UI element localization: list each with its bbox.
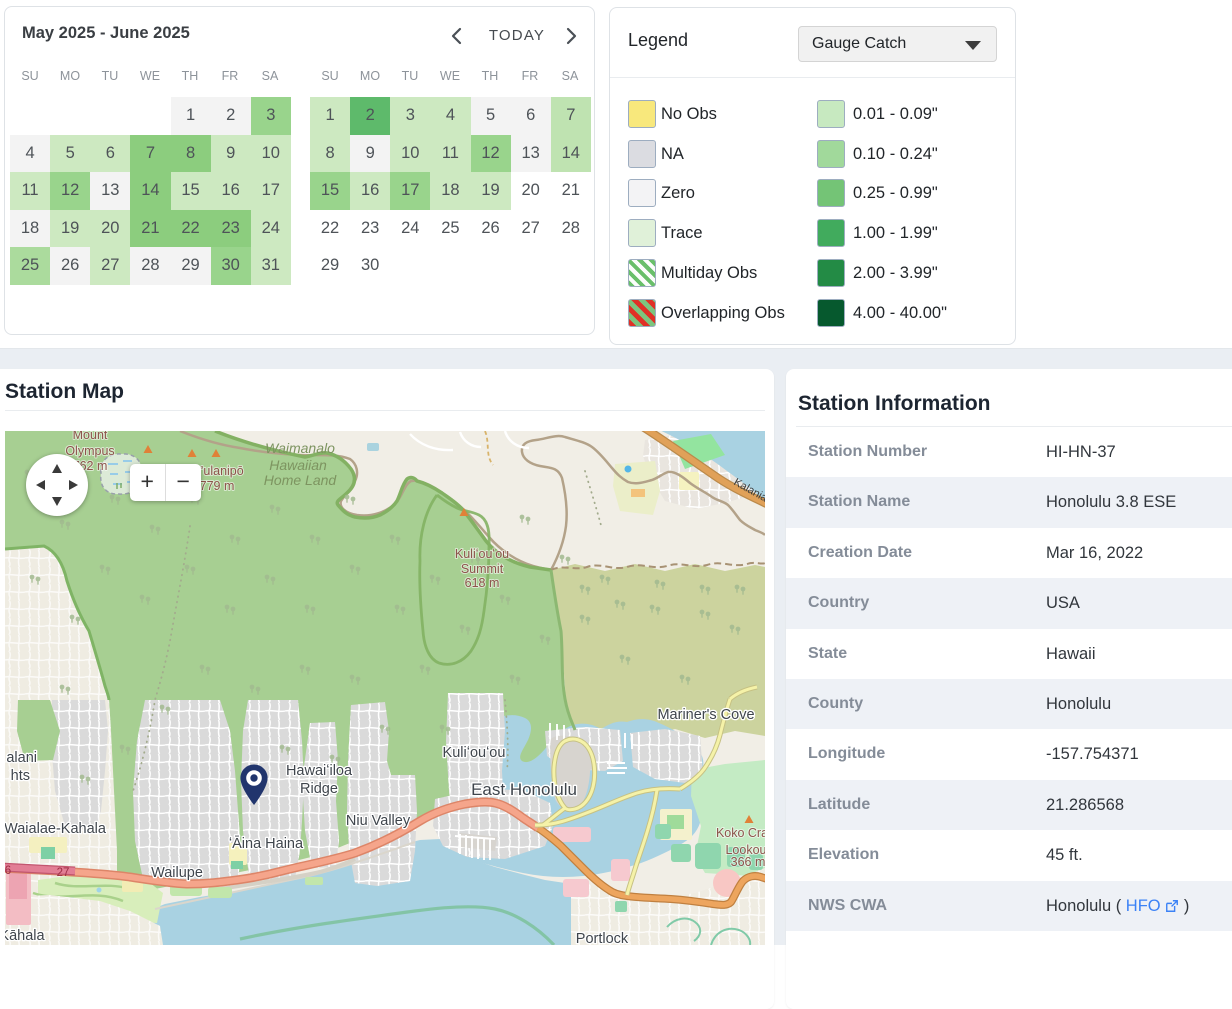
- svg-text:Summit: Summit: [461, 562, 504, 576]
- svg-text:Kuliʻouʻou: Kuliʻouʻou: [443, 745, 506, 761]
- svg-text:Hawaiʻiloa: Hawaiʻiloa: [286, 763, 353, 779]
- svg-text:alani: alani: [6, 750, 37, 766]
- svg-text:P’ulanipō: P’ulanipō: [192, 464, 243, 478]
- svg-text:27: 27: [57, 867, 70, 879]
- svg-text:Waimanalo: Waimanalo: [265, 440, 335, 456]
- svg-text:hts: hts: [11, 768, 30, 784]
- svg-text:Mount: Mount: [73, 431, 108, 442]
- svg-text:Kāhala: Kāhala: [5, 928, 46, 944]
- svg-text:Hawaiian: Hawaiian: [269, 457, 327, 473]
- svg-text:6: 6: [5, 865, 11, 877]
- svg-text:Niu Valley: Niu Valley: [346, 813, 411, 829]
- svg-text:Wailupe: Wailupe: [151, 865, 203, 881]
- svg-text:Portlock: Portlock: [576, 931, 629, 945]
- svg-text:618 m: 618 m: [465, 576, 500, 590]
- svg-text:East Honolulu: East Honolulu: [471, 780, 577, 799]
- svg-text:Ridge: Ridge: [300, 781, 338, 797]
- svg-text:Olympus: Olympus: [65, 444, 114, 458]
- svg-text:Kuliʻouʻou: Kuliʻouʻou: [455, 547, 509, 561]
- svg-text:Waialae-Kahala: Waialae-Kahala: [5, 821, 107, 837]
- svg-text:Home Land: Home Land: [264, 472, 338, 488]
- svg-text:ʻĀina Haina: ʻĀina Haina: [229, 836, 304, 852]
- svg-text:Mariner's Cove: Mariner's Cove: [657, 707, 754, 723]
- svg-text:Lookou: Lookou: [725, 843, 765, 857]
- svg-text:Koko Cra: Koko Cra: [716, 826, 765, 840]
- svg-text:366 m: 366 m: [731, 855, 765, 869]
- svg-text:779 m: 779 m: [200, 479, 235, 493]
